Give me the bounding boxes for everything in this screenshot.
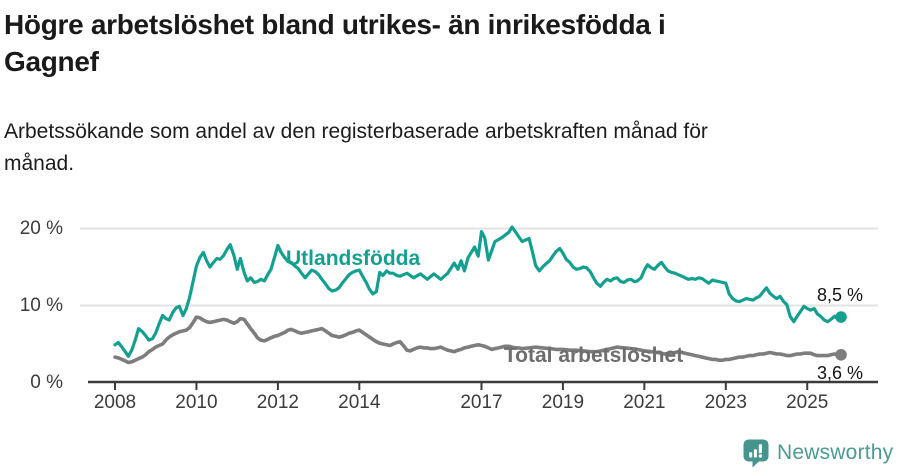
chart-subtitle-line-1: Arbetssökande som andel av den registerb… <box>4 120 708 143</box>
x-axis-label-2019: 2019 <box>541 392 585 413</box>
page-title-line-1: Högre arbetslöshet bland utrikes- än inr… <box>4 9 666 40</box>
series-label-total-arbetsl-shet: Total arbetslöshet <box>503 343 684 367</box>
page-title-line-2: Gagnef <box>4 46 99 77</box>
page-title: Högre arbetslöshet bland utrikes- än inr… <box>4 6 884 80</box>
series-end-dot <box>835 311 847 323</box>
x-axis-label-2023: 2023 <box>704 392 747 413</box>
x-axis-label-2012: 2012 <box>256 392 300 413</box>
chart-subtitle-line-2: månad. <box>4 152 75 175</box>
x-axis-label-2010: 2010 <box>175 392 218 413</box>
x-axis-label-2025: 2025 <box>786 392 829 413</box>
x-axis-label-2008: 2008 <box>93 392 137 413</box>
end-value-label-utlandsf-dda: 8,5 % <box>817 285 864 306</box>
series-line-total-arbetsl-shet <box>113 315 843 365</box>
chart-subtitle: Arbetssökande som andel av den registerb… <box>4 116 874 180</box>
series-label-utlandsf-dda: Utlandsfödda <box>286 246 421 270</box>
newsworthy-logo-text: Newsworthy <box>777 441 894 464</box>
x-axis-label-2021: 2021 <box>623 392 666 413</box>
newsworthy-logo-icon <box>743 439 769 468</box>
x-axis-label-2017: 2017 <box>460 392 503 413</box>
series-end-dot <box>835 348 847 361</box>
y-axis-label-20: 20 % <box>19 217 63 239</box>
series-line-utlandsf-dda <box>113 225 843 358</box>
x-axis-label-2014: 2014 <box>338 392 381 413</box>
end-value-label-total-arbetsl-shet: 3,6 % <box>817 362 864 383</box>
y-axis-label-0: 0 % <box>30 371 63 393</box>
y-axis-label-10: 10 % <box>19 294 63 316</box>
newsworthy-logo[interactable]: Newsworthy <box>742 438 893 468</box>
